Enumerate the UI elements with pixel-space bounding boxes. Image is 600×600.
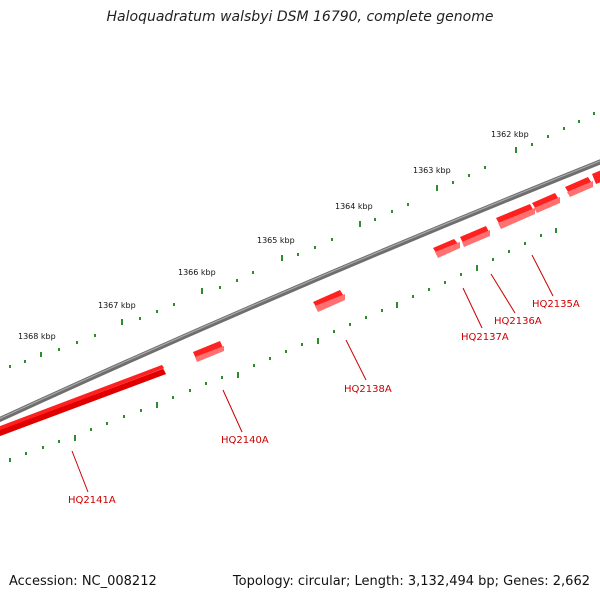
scale-label-1366: 1366 kbp	[178, 268, 216, 277]
gene-feature-extra-3[interactable]	[592, 168, 600, 184]
genome-summary: Topology: circular; Length: 3,132,494 bp…	[232, 574, 590, 589]
gene-hq2137a[interactable]	[433, 239, 460, 258]
accession-label: Accession: NC_008212	[9, 574, 157, 589]
scale-label-1362: 1362 kbp	[491, 130, 529, 139]
outer-tick-row	[9, 112, 595, 368]
gene-label-hq2140a[interactable]: HQ2140A	[221, 435, 269, 446]
gene-label-hq2136a[interactable]: HQ2136A	[494, 316, 542, 327]
gene-labels: HQ2135A HQ2136A HQ2137A HQ2138A HQ2140A …	[68, 299, 580, 506]
gene-label-hq2138a[interactable]: HQ2138A	[344, 384, 392, 395]
scale-labels: 1362 kbp 1363 kbp 1364 kbp 1365 kbp 1366…	[18, 130, 529, 341]
gene-features	[0, 168, 600, 438]
scale-label-1368: 1368 kbp	[18, 332, 56, 341]
scale-label-1363: 1363 kbp	[413, 166, 451, 175]
gene-hq2136a[interactable]	[460, 226, 490, 247]
inner-tick-row	[9, 228, 557, 462]
gene-leader-lines	[71, 254, 554, 493]
gene-hq2135a[interactable]	[532, 193, 560, 213]
gene-hq2138a[interactable]	[313, 290, 345, 312]
scale-label-1367: 1367 kbp	[98, 301, 136, 310]
gene-label-hq2135a[interactable]: HQ2135A	[532, 299, 580, 310]
gene-label-hq2137a[interactable]: HQ2137A	[461, 332, 509, 343]
map-title: Haloquadratum walsbyi DSM 16790, complet…	[106, 9, 494, 25]
scale-label-1364: 1364 kbp	[335, 202, 373, 211]
scale-label-1365: 1365 kbp	[257, 236, 295, 245]
gene-feature-extra-1[interactable]	[496, 204, 535, 229]
genome-backbone	[0, 159, 600, 423]
gene-hq2140a[interactable]	[193, 341, 224, 362]
gene-feature-extra-2[interactable]	[565, 177, 593, 197]
genome-backbone-highlight	[0, 160, 600, 420]
gene-hq2141a[interactable]	[0, 365, 166, 438]
gene-label-hq2141a[interactable]: HQ2141A	[68, 495, 116, 506]
